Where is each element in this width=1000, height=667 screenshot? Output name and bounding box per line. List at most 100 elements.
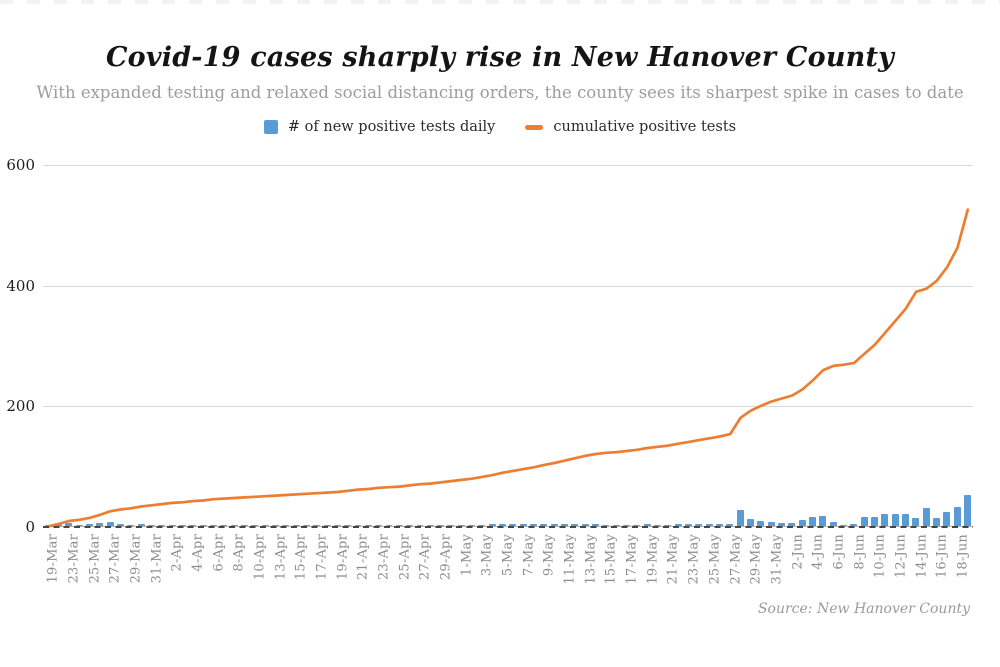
x-tick-label: 1-May — [459, 534, 475, 577]
legend-bar-swatch-icon — [263, 120, 278, 134]
x-tick-label: 29-Apr — [438, 534, 454, 581]
x-tick-label: 16-Jun — [934, 534, 950, 579]
x-tick-label: 9-May — [541, 534, 557, 577]
x-tick-cell: 6-Apr — [208, 533, 229, 595]
x-tick-label: 12-Jun — [893, 534, 909, 579]
bar — [654, 524, 661, 526]
legend-line-swatch-icon — [525, 124, 544, 130]
bar — [147, 524, 155, 526]
chart-title: Covid-19 cases sharply rise in New Hanov… — [105, 42, 895, 73]
x-tick-cell: 31-Mar — [146, 533, 167, 595]
y-tick-label-600: 600 — [6, 156, 35, 174]
x-tick-cell: 3-May — [477, 533, 498, 595]
bar — [953, 506, 961, 526]
x-tick-cell: 23-May — [684, 533, 705, 595]
x-tick-cell: 8-Apr — [229, 533, 250, 595]
x-tick-cell: 27-May — [725, 533, 746, 595]
x-tick-label: 15-Apr — [293, 534, 309, 581]
x-tick-label: 19-Apr — [335, 534, 351, 581]
y-tick-label-400: 400 — [6, 276, 35, 295]
bar — [375, 524, 383, 526]
x-tick-cell: 13-May — [580, 533, 601, 595]
bar — [839, 524, 847, 526]
bar — [623, 524, 631, 526]
x-tick-cell: 25-Apr — [394, 533, 415, 595]
x-tick-label: 17-May — [624, 534, 640, 585]
x-tick-label: 7-May — [521, 534, 537, 577]
x-tick-label: 17-Apr — [314, 534, 330, 581]
x-tick-label: 19-May — [645, 534, 661, 585]
x-tick-cell: 27-Mar — [105, 533, 126, 595]
x-tick-cell: 4-Jun — [808, 533, 829, 595]
bar — [178, 525, 186, 526]
x-tick-cell: 7-May — [518, 533, 539, 595]
bar — [116, 524, 124, 526]
bar — [943, 512, 951, 526]
bar — [612, 525, 620, 526]
bar — [292, 525, 300, 526]
x-tick-cell: 29-Apr — [436, 533, 457, 595]
bar — [313, 525, 321, 526]
bar — [664, 524, 672, 526]
bar — [881, 513, 889, 526]
x-tick-label: 10-Apr — [252, 534, 268, 581]
bar — [891, 513, 899, 526]
source-credit: Source: New Hanover County — [757, 601, 970, 617]
x-tick-cell: 19-Apr — [332, 533, 353, 595]
x-tick-label: 8-Apr — [231, 534, 247, 572]
x-axis-line — [43, 526, 973, 528]
legend-item-cumulative: cumulative positive tests — [525, 119, 736, 135]
x-tick-label: 29-Mar — [128, 534, 144, 584]
x-tick-cell: 2-Apr — [167, 533, 188, 595]
bar — [127, 524, 135, 526]
bar — [75, 524, 83, 526]
x-tick-label: 23-May — [686, 534, 702, 585]
bar — [457, 524, 465, 526]
bar — [716, 524, 723, 526]
bar — [530, 524, 538, 526]
bar — [912, 517, 920, 526]
x-axis-labels: 19-Mar 23-Mar 25-Mar 27-Mar 29-Mar 31-Mar 2-Ap… — [43, 533, 973, 595]
x-tick-cell: 10-Jun — [870, 533, 891, 595]
x-tick-cell: 23-Apr — [374, 533, 395, 595]
bar — [592, 524, 600, 526]
x-tick-label: 23-Apr — [376, 534, 392, 581]
bar — [509, 524, 517, 526]
bar — [757, 521, 765, 526]
bar — [499, 523, 507, 526]
x-tick-cell: 19-May — [642, 533, 663, 595]
bar — [540, 523, 548, 526]
bar — [808, 516, 816, 526]
x-tick-label: 19-Mar — [45, 534, 61, 584]
bar — [406, 524, 414, 526]
bar — [344, 524, 352, 526]
x-tick-label: 31-Mar — [149, 534, 165, 584]
bar — [437, 524, 445, 526]
bar — [932, 518, 940, 526]
bar — [189, 524, 197, 526]
x-tick-cell: 1-May — [456, 533, 477, 595]
x-tick-label: 27-May — [728, 534, 743, 585]
x-tick-label: 31-May — [769, 534, 785, 585]
x-tick-label: 6-Jun — [831, 534, 847, 570]
x-tick-cell: 29-May — [746, 533, 767, 595]
bar — [922, 507, 930, 526]
bar — [478, 524, 486, 526]
bar — [850, 524, 858, 526]
bar — [550, 524, 558, 526]
bar — [736, 509, 744, 526]
x-tick-label: 27-Apr — [417, 534, 433, 581]
cumulative-line — [46, 208, 970, 528]
x-tick-cell: 10-Apr — [250, 533, 271, 595]
x-tick-cell: 15-Apr — [291, 533, 312, 595]
bar — [240, 525, 248, 526]
bar — [685, 524, 692, 526]
bar — [571, 523, 579, 526]
bar — [65, 522, 73, 526]
x-tick-cell: 27-Apr — [415, 533, 436, 595]
bar — [695, 524, 703, 526]
bar — [323, 525, 331, 526]
plot-area — [43, 165, 973, 528]
bar — [168, 524, 176, 526]
x-tick-cell: 25-May — [705, 533, 726, 595]
